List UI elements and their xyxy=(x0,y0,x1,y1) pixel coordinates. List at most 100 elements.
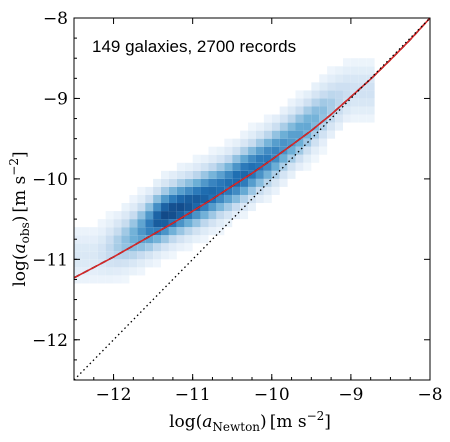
heatmap-cell xyxy=(319,74,328,83)
heatmap-cell xyxy=(97,227,106,236)
heatmap-cell xyxy=(248,122,256,131)
heatmap-cell xyxy=(263,170,272,179)
heatmap-cell xyxy=(303,114,312,123)
heatmap-cell xyxy=(240,138,249,147)
heatmap-cell xyxy=(279,162,288,171)
heatmap-cell xyxy=(295,130,304,139)
heatmap-cell xyxy=(279,154,288,163)
heatmap-cell xyxy=(279,178,288,187)
heatmap-cell xyxy=(240,154,249,163)
heatmap-cell xyxy=(113,275,122,284)
heatmap-cell xyxy=(224,138,233,147)
heatmap-cell xyxy=(161,251,169,260)
heatmap-cell xyxy=(279,130,288,139)
heatmap-cell xyxy=(366,98,375,107)
heatmap-cell xyxy=(208,154,217,163)
heatmap-cell xyxy=(303,106,312,115)
heatmap-cell xyxy=(200,219,209,228)
heatmap-cell xyxy=(89,267,98,276)
heatmap-cell xyxy=(192,186,201,195)
heatmap-cell xyxy=(105,275,114,284)
heatmap-cell xyxy=(319,106,328,115)
heatmap-cell xyxy=(303,146,312,155)
heatmap-cell xyxy=(208,162,217,171)
heatmap-cell xyxy=(240,186,249,195)
heatmap-cell xyxy=(74,259,82,268)
heatmap-cell xyxy=(311,146,320,155)
heatmap-cell xyxy=(74,235,82,244)
heatmap-cell xyxy=(153,243,162,252)
heatmap-cell xyxy=(255,138,264,147)
heatmap-cell xyxy=(319,138,328,147)
heatmap-cell xyxy=(311,154,320,163)
heatmap-cell xyxy=(129,259,138,268)
x-tick-label: −9 xyxy=(338,385,363,405)
heatmap-cell xyxy=(168,170,177,179)
heatmap-cell xyxy=(287,162,296,171)
heatmap-cell xyxy=(232,186,241,195)
heatmap-cell xyxy=(89,235,98,244)
heatmap-cell xyxy=(137,227,146,236)
x-tick-label: −10 xyxy=(254,385,290,405)
heatmap-cell xyxy=(121,243,130,252)
heatmap-cell xyxy=(358,58,367,67)
heatmap-cell xyxy=(335,90,343,99)
heatmap-cell xyxy=(161,194,169,204)
heatmap-cell xyxy=(232,154,241,163)
heatmap-cell xyxy=(192,211,201,220)
heatmap-cell xyxy=(335,122,343,131)
heatmap-cell xyxy=(350,74,359,83)
heatmap-cell xyxy=(248,170,256,179)
heatmap-cell xyxy=(81,235,90,244)
heatmap-cell xyxy=(335,82,343,91)
heatmap-cell xyxy=(366,82,375,91)
heatmap-cell xyxy=(145,243,154,252)
heatmap-cell xyxy=(176,178,185,187)
heatmap-cell xyxy=(153,178,162,187)
heatmap-cell xyxy=(184,170,193,179)
heatmap-cell xyxy=(224,194,233,204)
heatmap-cell xyxy=(248,138,256,147)
heatmap-cell xyxy=(224,211,233,220)
heatmap-cell xyxy=(311,90,320,99)
heatmap-cell xyxy=(137,186,146,195)
heatmap-cell xyxy=(176,194,185,204)
heatmap-cell xyxy=(129,219,138,228)
heatmap-cell xyxy=(208,203,217,212)
heatmap-cell xyxy=(192,235,201,244)
heatmap-cell xyxy=(279,170,288,179)
heatmap-cell xyxy=(319,90,328,99)
heatmap-cell xyxy=(335,114,343,123)
heatmap-cell xyxy=(366,114,375,123)
heatmap-cell xyxy=(145,219,154,228)
heatmap-cell xyxy=(303,130,312,139)
heatmap-cell xyxy=(335,74,343,83)
heatmap-cell xyxy=(240,170,249,179)
heatmap-cell xyxy=(145,203,154,212)
heatmap-cell xyxy=(224,170,233,179)
heatmap-cell xyxy=(192,154,201,163)
heatmap-cell xyxy=(184,227,193,236)
heatmap-cell xyxy=(255,178,264,187)
heatmap-cell xyxy=(224,203,233,212)
heatmap-cell xyxy=(248,178,256,187)
heatmap-cell xyxy=(311,130,320,139)
heatmap-cell xyxy=(263,122,272,131)
heatmap-cell xyxy=(319,82,328,91)
heatmap-cell xyxy=(161,211,169,220)
heatmap-cell xyxy=(319,122,328,131)
heatmap-cell xyxy=(263,154,272,163)
heatmap-cell xyxy=(303,122,312,131)
heatmap-cell xyxy=(216,186,225,195)
heatmap-cell xyxy=(145,235,154,244)
heatmap-cell xyxy=(216,227,225,236)
heatmap-cell xyxy=(232,211,241,220)
heatmap-cell xyxy=(121,227,130,236)
heatmap-cell xyxy=(350,106,359,115)
heatmap-cell xyxy=(232,162,241,171)
heatmap-cell xyxy=(74,243,82,252)
y-axis-label: log(aobs)[m s−2] xyxy=(7,151,32,286)
heatmap-cell xyxy=(208,227,217,236)
heatmap-cell xyxy=(327,66,336,75)
